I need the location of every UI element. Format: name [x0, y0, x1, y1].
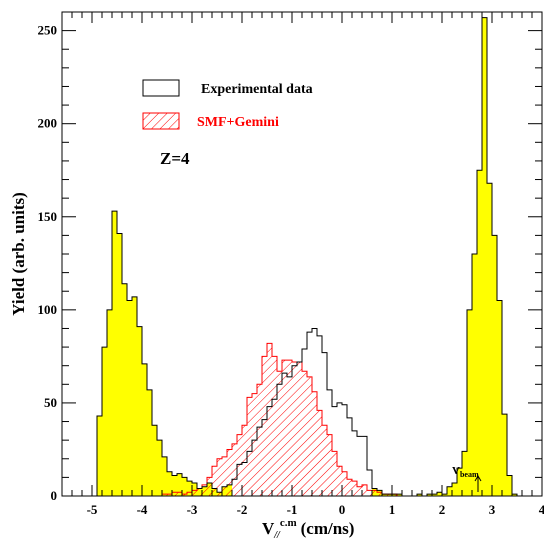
- x-tick-label: 0: [339, 502, 346, 517]
- legend: Experimental data SMF+Gemini: [142, 79, 313, 130]
- y-tick-label: 250: [38, 23, 58, 38]
- legend-label-smf-gemini: SMF+Gemini: [197, 115, 279, 130]
- x-tick-label: 3: [489, 502, 496, 517]
- x-tick-label: 2: [439, 502, 446, 517]
- x-tick-label: -1: [287, 502, 298, 517]
- x-tick-label: -3: [187, 502, 198, 517]
- y-axis-title: Yield (arb. units): [9, 192, 28, 316]
- beam-marker-arrowhead: [474, 475, 482, 482]
- x-tick-label: 1: [389, 502, 396, 517]
- beam-velocity-marker: Vbeam: [452, 465, 482, 492]
- beam-marker-label: Vbeam: [452, 465, 479, 479]
- axes: -5 -4 -3 -2 -1 0 1 2 3 4 0 50 100 150 200 250: [38, 11, 544, 517]
- y-tick-label: 50: [44, 395, 57, 410]
- experimental-data-series-line: [92, 17, 522, 497]
- legend-label-experimental: Experimental data: [201, 82, 313, 97]
- smf-gemini-hatch: [157, 343, 402, 496]
- legend-swatch-experimental: [142, 79, 180, 97]
- charge-annotation: Z=4: [160, 149, 190, 168]
- x-tick-label: -4: [137, 502, 148, 517]
- x-tick-label: -5: [87, 502, 98, 517]
- legend-swatch-smf-gemini: [142, 112, 180, 130]
- y-tick-label: 0: [51, 488, 58, 503]
- y-tick-label: 200: [38, 116, 58, 131]
- y-tick-label: 100: [38, 302, 58, 317]
- x-axis-title: V//c.m (cm/ns): [262, 517, 354, 541]
- plot-area: [92, 17, 522, 497]
- x-tick-label: -2: [237, 502, 248, 517]
- y-tick-label: 150: [38, 209, 58, 224]
- x-tick-label: 4: [539, 502, 544, 517]
